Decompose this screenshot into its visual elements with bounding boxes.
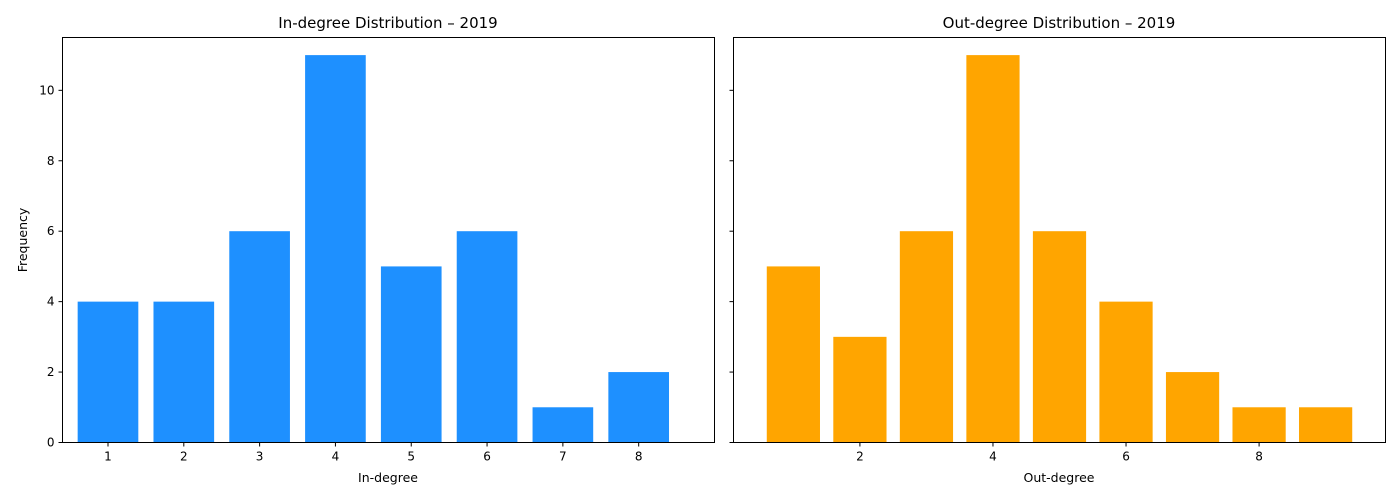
in-degree-bar-6 bbox=[456, 231, 518, 443]
in-degree-x-label: In-degree bbox=[358, 470, 418, 485]
in-degree-x-tick-label: 5 bbox=[407, 450, 415, 464]
in-degree-axes-frame bbox=[62, 37, 715, 443]
out-degree-bar-6 bbox=[1099, 301, 1153, 443]
in-degree-x-tick-label: 3 bbox=[256, 450, 264, 464]
in-degree-y-ticks: 0 2 4 6 8 10 bbox=[39, 83, 63, 450]
out-degree-x-ticks: 2 4 6 8 bbox=[856, 442, 1263, 464]
out-degree-bar-5 bbox=[1032, 231, 1087, 443]
in-degree-y-tick-label: 4 bbox=[47, 295, 55, 309]
out-degree-x-tick-label: 4 bbox=[989, 450, 997, 464]
in-degree-bar-3 bbox=[229, 231, 290, 443]
out-degree-x-tick-label: 2 bbox=[856, 450, 864, 464]
out-degree-bar-7 bbox=[1165, 372, 1220, 443]
in-degree-title: In-degree Distribution – 2019 bbox=[278, 14, 497, 32]
out-degree-x-label: Out-degree bbox=[1024, 470, 1095, 485]
in-degree-x-tick-label: 4 bbox=[332, 450, 340, 464]
in-degree-x-tick-label: 1 bbox=[104, 450, 112, 464]
in-degree-bars bbox=[77, 55, 670, 443]
in-degree-x-tick-label: 7 bbox=[559, 450, 567, 464]
out-degree-bar-8 bbox=[1232, 407, 1286, 443]
out-degree-x-tick-label: 8 bbox=[1255, 450, 1263, 464]
out-degree-bar-2 bbox=[833, 336, 887, 443]
out-degree-y-ticks bbox=[729, 89, 734, 443]
in-degree-x-tick-label: 2 bbox=[180, 450, 188, 464]
out-degree-bar-9 bbox=[1299, 407, 1353, 443]
out-degree-title: Out-degree Distribution – 2019 bbox=[943, 14, 1176, 32]
in-degree-bar-4 bbox=[305, 55, 366, 443]
in-degree-bar-2 bbox=[153, 301, 215, 443]
in-degree-y-tick-label: 2 bbox=[47, 365, 55, 379]
in-degree-x-ticks: 1 2 3 4 5 6 7 8 bbox=[104, 442, 643, 464]
in-degree-bar-5 bbox=[380, 266, 442, 443]
frequency-y-label: Frequency bbox=[15, 207, 30, 272]
out-degree-bar-1 bbox=[766, 266, 820, 443]
out-degree-bars bbox=[766, 55, 1353, 443]
in-degree-bar-8 bbox=[608, 372, 670, 443]
out-degree-axes: Out-degree Distribution – 2019 2 4 6 8 Out-… bbox=[729, 14, 1386, 485]
out-degree-bar-4 bbox=[966, 55, 1020, 443]
in-degree-y-tick-label: 6 bbox=[47, 224, 55, 238]
in-degree-y-tick-label: 10 bbox=[39, 83, 54, 97]
out-degree-axes-frame bbox=[733, 37, 1386, 443]
out-degree-x-tick-label: 6 bbox=[1122, 450, 1130, 464]
in-degree-bar-7 bbox=[532, 407, 594, 443]
in-degree-x-tick-label: 6 bbox=[483, 450, 491, 464]
out-degree-bar-3 bbox=[899, 231, 954, 443]
in-degree-bar-1 bbox=[77, 301, 139, 443]
in-degree-x-tick-label: 8 bbox=[635, 450, 643, 464]
in-degree-y-tick-label: 0 bbox=[47, 436, 55, 450]
in-degree-axes: In-degree Distribution – 2019 1 2 3 4 5 6 7 8 0… bbox=[15, 14, 715, 485]
in-degree-y-tick-label: 8 bbox=[47, 154, 55, 168]
